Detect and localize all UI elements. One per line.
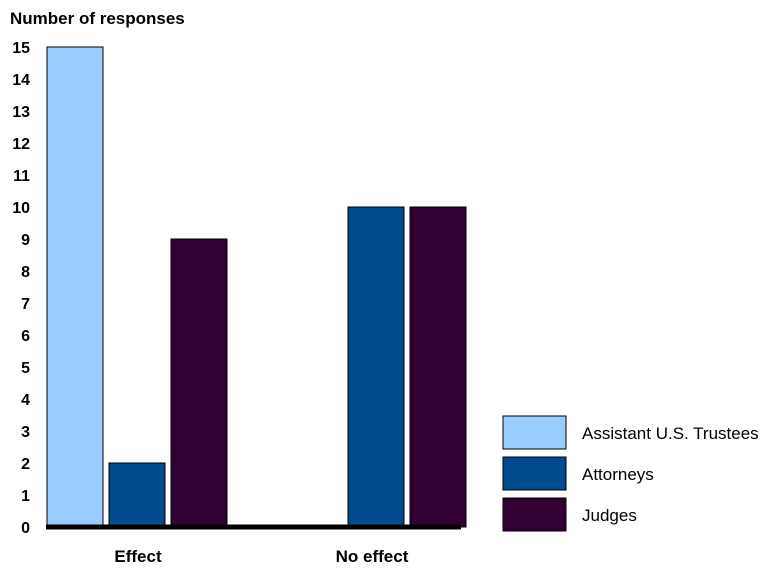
y-tick-label: 12	[12, 136, 30, 153]
legend-swatch	[502, 415, 567, 450]
y-tick-label: 6	[21, 328, 30, 345]
bar-attorneys-effect	[108, 462, 166, 528]
legend-label: Judges	[582, 506, 637, 525]
y-tick-label: 13	[12, 104, 30, 121]
y-tick-label: 7	[21, 296, 30, 313]
y-tick-label: 4	[21, 392, 30, 409]
bar-attorneys-no-effect	[347, 206, 405, 528]
y-tick-label: 9	[21, 232, 30, 249]
bar-assistant-u-s-trustees-effect	[46, 46, 104, 528]
y-axis-title: Number of responses	[10, 9, 185, 28]
legend-label: Attorneys	[582, 465, 654, 484]
y-tick-label: 14	[12, 72, 30, 89]
y-tick-label: 1	[21, 488, 30, 505]
y-tick-label: 2	[21, 456, 30, 473]
y-tick-label: 8	[21, 264, 30, 281]
legend-swatch	[502, 497, 567, 532]
bar-judges-no-effect	[409, 206, 467, 528]
y-tick-label: 10	[12, 200, 30, 217]
y-tick-label: 15	[12, 40, 30, 57]
legend-label: Assistant U.S. Trustees	[582, 424, 759, 443]
legend-swatch	[502, 456, 567, 491]
y-tick-label: 11	[13, 168, 30, 185]
y-tick-label: 5	[21, 360, 30, 377]
x-category-label: No effect	[336, 547, 409, 566]
x-axis-categories: Effect No effect	[114, 547, 408, 566]
bar-judges-effect	[170, 238, 228, 528]
y-tick-label: 3	[21, 424, 30, 441]
x-category-label: Effect	[114, 547, 162, 566]
legend: Assistant U.S. Trustees Attorneys Judges	[502, 415, 759, 532]
bars	[46, 46, 467, 528]
y-tick-label: 0	[21, 520, 30, 537]
